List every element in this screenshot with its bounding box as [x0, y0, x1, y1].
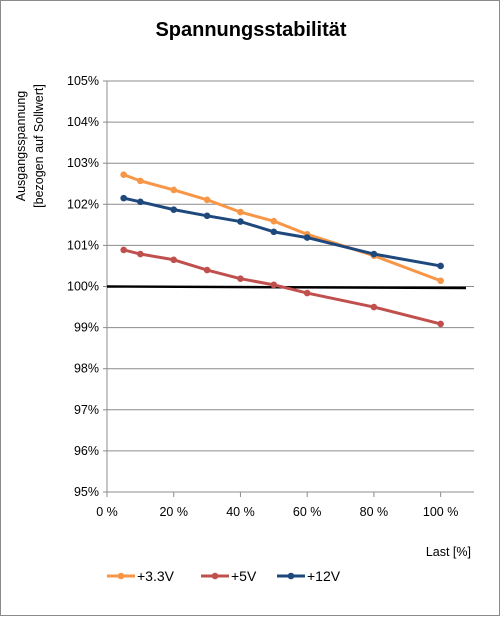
series-33V — [120, 171, 444, 285]
y-tick-label: 105% — [67, 74, 99, 88]
data-point — [303, 234, 311, 241]
y-tick-label: 103% — [67, 156, 99, 170]
y-tick-label: 104% — [67, 115, 99, 129]
y-tick-label: 96% — [74, 444, 99, 458]
chart-title: Spannungsstabilität — [155, 19, 346, 41]
y-tick-label: 98% — [74, 362, 99, 376]
x-axis-label: Last [%] — [426, 545, 471, 559]
y-axis-label: Ausgangsspannung [bezogen auf Sollwert] — [14, 84, 46, 208]
y-tick-label: 102% — [67, 197, 99, 211]
data-point — [170, 256, 178, 264]
data-point — [137, 177, 144, 185]
y-tick-label: 95% — [74, 485, 99, 499]
data-point — [437, 320, 444, 328]
x-tick-label: 20 % — [159, 505, 188, 519]
data-point — [203, 196, 211, 204]
data-point — [170, 186, 178, 194]
data-point — [120, 246, 127, 254]
data-point — [137, 250, 144, 258]
data-point — [203, 266, 211, 274]
legend-marker — [117, 572, 125, 580]
legend: +3.3V +5V +12V — [107, 568, 341, 584]
legend-marker — [211, 572, 219, 580]
data-point — [270, 217, 278, 225]
x-tick-label: 80 % — [360, 505, 389, 519]
legend-label: +12V — [307, 568, 341, 584]
y-tick-label: 101% — [67, 238, 99, 252]
y-tick-label: 100% — [67, 280, 99, 294]
x-tick-label: 0 % — [96, 505, 118, 519]
series-5V — [120, 246, 444, 328]
legend-item: +3.3V — [107, 568, 175, 584]
y-tick-label: 99% — [74, 321, 99, 335]
y-tick-label: 97% — [74, 403, 99, 417]
data-point — [370, 303, 378, 311]
data-point — [270, 228, 278, 236]
x-tick-label: 40 % — [226, 505, 255, 519]
data-point — [120, 194, 127, 202]
y-axis-label-line1: Ausgangsspannung — [14, 91, 28, 202]
data-point — [270, 281, 278, 289]
data-point — [137, 198, 144, 206]
tick-labels: 95% 96% 97% 98% 99% 100% 101% 102% 103% 104% 105% 0… — [67, 74, 458, 519]
legend-label: +3.3V — [137, 568, 175, 584]
data-point — [437, 277, 444, 285]
legend-marker — [287, 572, 295, 580]
data-point — [120, 171, 127, 179]
legend-item: +5V — [201, 568, 257, 584]
data-point — [437, 262, 444, 270]
data-point — [237, 275, 244, 282]
legend-label: +5V — [231, 568, 257, 584]
legend-item: +12V — [277, 568, 341, 584]
data-point — [237, 218, 244, 225]
data-point — [370, 250, 378, 258]
data-point — [170, 206, 178, 213]
data-point — [203, 212, 211, 220]
x-tick-label: 60 % — [293, 505, 322, 519]
data-point — [303, 289, 311, 297]
y-axis-label-line2: [bezogen auf Sollwert] — [32, 84, 46, 208]
x-tick-label: 100 % — [423, 505, 458, 519]
series-12V — [120, 194, 444, 270]
series-group — [120, 171, 444, 328]
data-point — [237, 208, 244, 216]
